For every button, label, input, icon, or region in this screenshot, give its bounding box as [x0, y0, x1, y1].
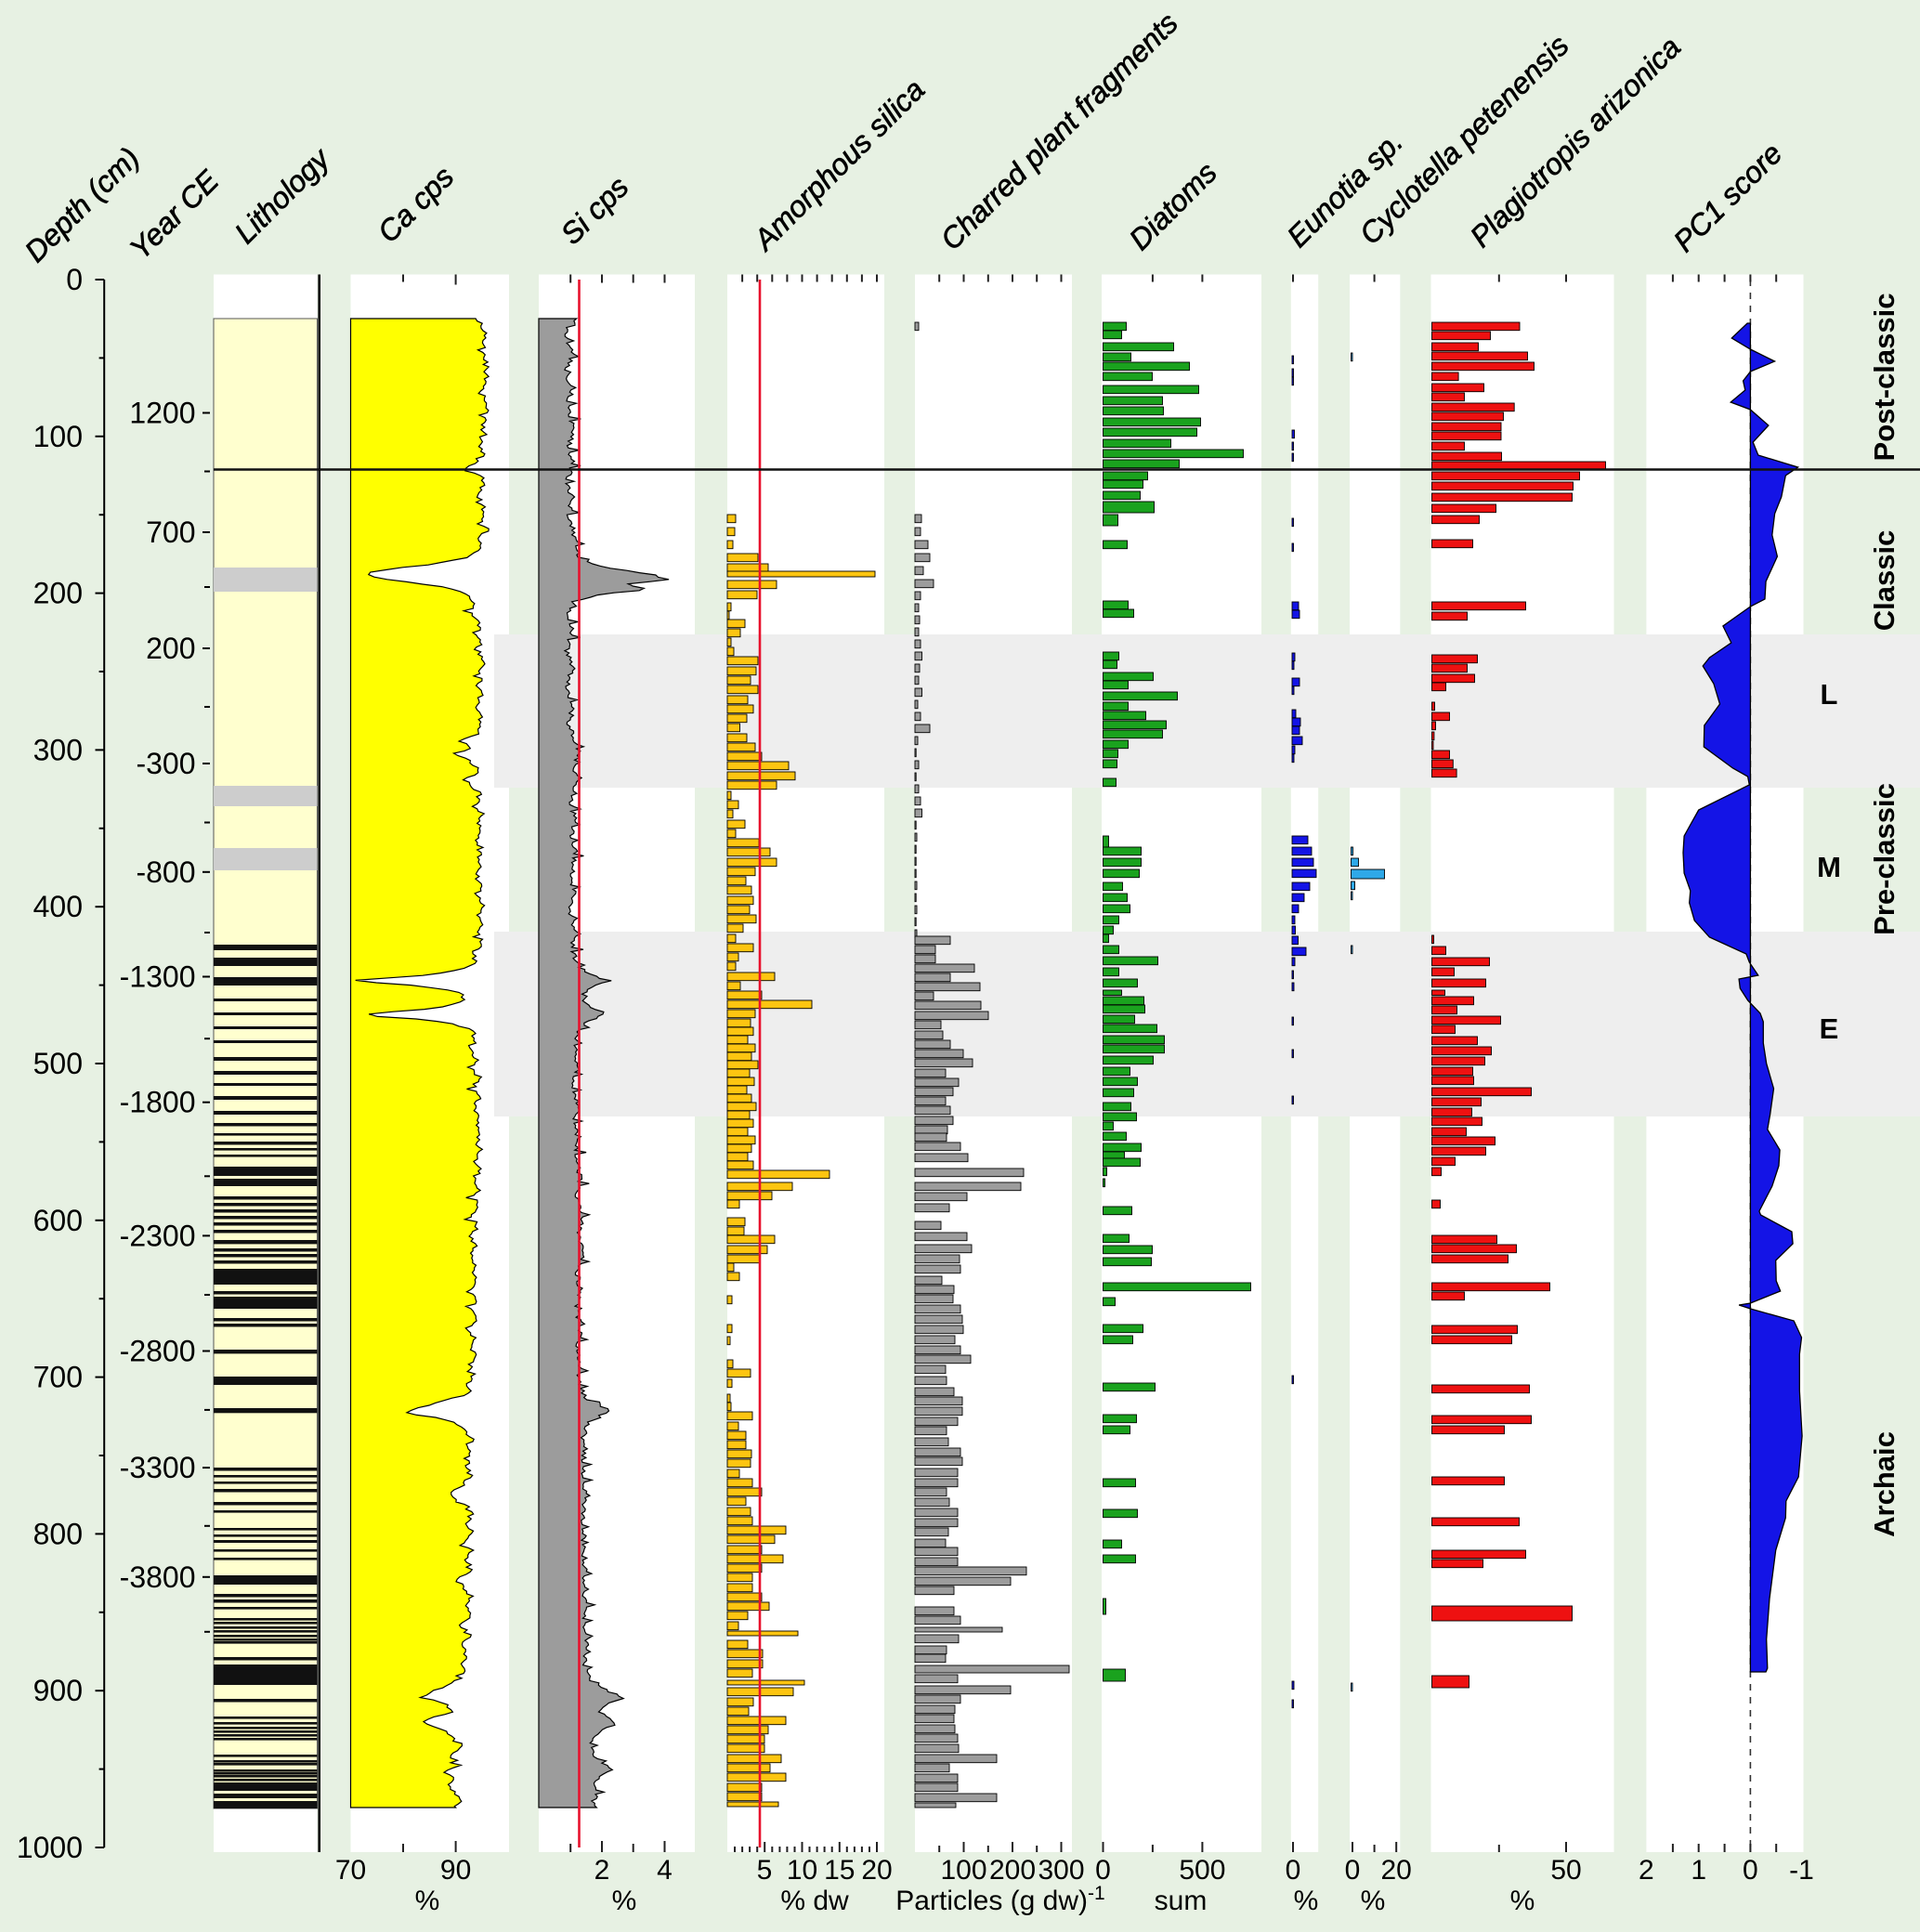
svg-text:0: 0	[66, 263, 83, 296]
svg-text:-2800: -2800	[120, 1335, 196, 1368]
svg-text:700: 700	[33, 1361, 83, 1394]
svg-text:70: 70	[335, 1855, 366, 1886]
svg-text:Pre-classic: Pre-classic	[1868, 783, 1900, 935]
svg-text:-1800: -1800	[120, 1086, 196, 1119]
svg-text:500: 500	[1179, 1855, 1225, 1886]
svg-text:M: M	[1817, 851, 1841, 883]
svg-text:50: 50	[1550, 1855, 1581, 1886]
svg-text:Classic: Classic	[1868, 530, 1900, 632]
svg-text:200: 200	[989, 1855, 1036, 1886]
svg-text:%: %	[1361, 1886, 1386, 1916]
svg-text:2: 2	[1639, 1855, 1654, 1886]
svg-text:%: %	[1294, 1886, 1319, 1916]
svg-text:% dw: % dw	[780, 1886, 849, 1916]
svg-text:20: 20	[861, 1855, 892, 1886]
svg-text:300: 300	[1038, 1855, 1084, 1886]
svg-text:5: 5	[757, 1855, 773, 1886]
svg-text:0: 0	[1345, 1855, 1361, 1886]
svg-text:-3300: -3300	[120, 1451, 196, 1484]
svg-text:100: 100	[940, 1855, 986, 1886]
svg-text:-300: -300	[136, 747, 195, 780]
svg-text:0: 0	[1286, 1855, 1301, 1886]
svg-text:15: 15	[824, 1855, 855, 1886]
svg-text:1: 1	[1691, 1855, 1706, 1886]
svg-text:Post-classic: Post-classic	[1868, 294, 1900, 462]
svg-text:-800: -800	[136, 855, 195, 889]
svg-text:%: %	[415, 1886, 440, 1916]
svg-text:2: 2	[594, 1855, 610, 1886]
svg-text:Archaic: Archaic	[1868, 1431, 1900, 1537]
svg-text:10: 10	[787, 1855, 817, 1886]
svg-text:0: 0	[1743, 1855, 1758, 1886]
svg-text:4: 4	[657, 1855, 673, 1886]
svg-text:200: 200	[146, 632, 195, 665]
svg-text:0: 0	[1095, 1855, 1111, 1886]
svg-text:90: 90	[440, 1855, 471, 1886]
svg-text:200: 200	[33, 577, 83, 610]
svg-text:-3800: -3800	[120, 1560, 196, 1594]
svg-text:300: 300	[33, 733, 83, 766]
svg-text:%: %	[612, 1886, 637, 1916]
svg-text:900: 900	[33, 1674, 83, 1707]
svg-text:sum: sum	[1155, 1886, 1208, 1916]
svg-text:700: 700	[146, 516, 195, 549]
svg-text:500: 500	[33, 1047, 83, 1080]
svg-text:800: 800	[33, 1517, 83, 1550]
svg-text:600: 600	[33, 1204, 83, 1237]
svg-text:E: E	[1820, 1012, 1839, 1045]
svg-text:20: 20	[1381, 1855, 1412, 1886]
svg-text:%: %	[1510, 1886, 1535, 1916]
svg-text:1000: 1000	[17, 1831, 83, 1864]
svg-text:-1: -1	[1789, 1855, 1814, 1886]
svg-text:-2300: -2300	[120, 1219, 196, 1252]
svg-text:1200: 1200	[129, 397, 195, 430]
svg-text:Particles (g dw)-1: Particles (g dw)-1	[895, 1883, 1104, 1916]
svg-text:L: L	[1821, 678, 1838, 711]
svg-text:400: 400	[33, 890, 83, 923]
svg-text:100: 100	[33, 420, 83, 453]
svg-text:-1300: -1300	[120, 960, 196, 994]
